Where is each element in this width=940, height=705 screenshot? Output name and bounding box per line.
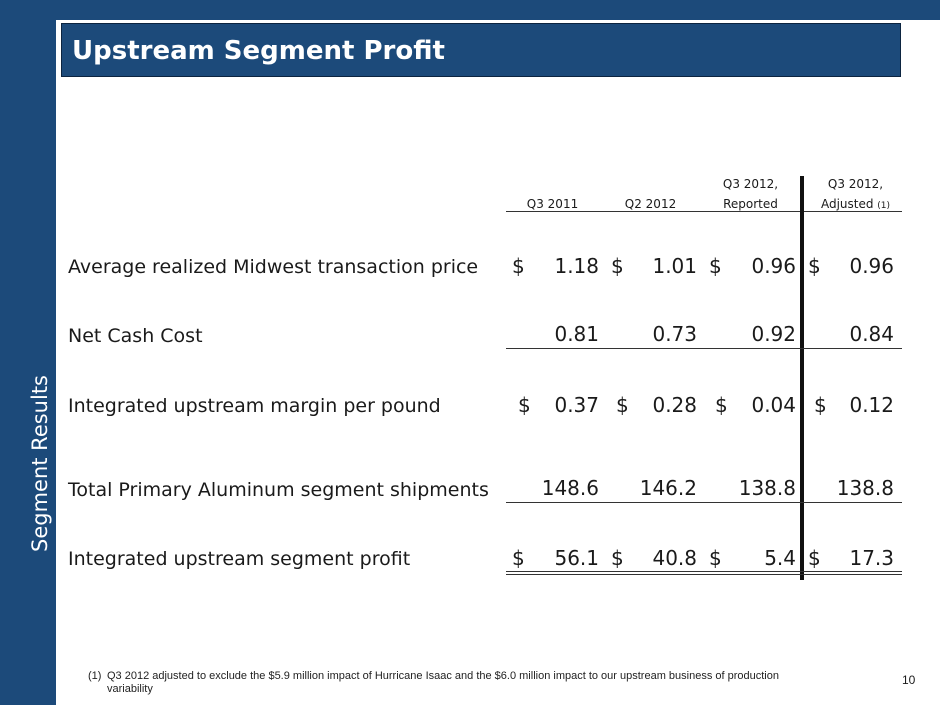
table-cell: 1.18: [554, 254, 599, 278]
column-separator-bar: [800, 176, 804, 580]
table-cell: 148.6: [541, 476, 599, 500]
row-label: Integrated upstream segment profit: [68, 548, 411, 570]
page-title: Upstream Segment Profit: [72, 36, 445, 66]
row-label: Average realized Midwest transaction pri…: [68, 256, 479, 278]
table-cell: 0.37: [554, 393, 599, 417]
col-header-line2: Q2 2012: [624, 197, 677, 211]
col-header-q2-2012: Q2 2012: [603, 174, 698, 214]
dollar-sign: $: [709, 546, 722, 570]
table-cell: 0.96: [849, 254, 894, 278]
table-cell: 0.81: [554, 322, 599, 346]
dollar-sign: $: [611, 546, 624, 570]
table-cell: 0.73: [652, 322, 697, 346]
row-label: Net Cash Cost: [68, 325, 203, 347]
col-header-line2: Adjusted (1): [808, 194, 903, 216]
row-label: Total Primary Aluminum segment shipments: [68, 479, 489, 501]
col-header-line1: Q3 2012,: [827, 177, 884, 191]
row-label: Integrated upstream margin per pound: [68, 395, 441, 417]
dollar-sign: $: [814, 393, 827, 417]
col-header-line1: [603, 174, 698, 194]
dollar-sign: $: [518, 393, 531, 417]
row-underline: [506, 348, 902, 349]
top-band: [56, 0, 940, 20]
total-double-underline-top: [506, 571, 902, 572]
col-header-line1: Q3 2012,: [722, 177, 779, 191]
dollar-sign: $: [512, 254, 525, 278]
col-header-line2-text: Adjusted: [820, 197, 874, 211]
footnote-number: (1): [88, 670, 102, 682]
title-box: Upstream Segment Profit: [61, 23, 901, 77]
table-cell: 0.04: [751, 393, 796, 417]
table-cell: 138.8: [836, 476, 894, 500]
page-number: 10: [902, 673, 916, 687]
dollar-sign: $: [715, 393, 728, 417]
col-header-q3-2012-reported: Q3 2012, Reported: [703, 174, 798, 214]
table-cell: 40.8: [652, 546, 697, 570]
dollar-sign: $: [709, 254, 722, 278]
table-cell: 0.28: [652, 393, 697, 417]
dollar-sign: $: [616, 393, 629, 417]
table-cell: 146.2: [639, 476, 697, 500]
col-header-q3-2011: Q3 2011: [505, 174, 600, 214]
dollar-sign: $: [808, 254, 821, 278]
table-cell: 0.84: [849, 322, 894, 346]
table-cell: 0.12: [849, 393, 894, 417]
header-underline: [506, 211, 902, 212]
table-cell: 0.92: [751, 322, 796, 346]
dollar-sign: $: [808, 546, 821, 570]
table-cell: 17.3: [849, 546, 894, 570]
sidebar-label: Segment Results: [28, 374, 52, 552]
dollar-sign: $: [611, 254, 624, 278]
table-cell: 138.8: [738, 476, 796, 500]
table-cell: 5.4: [764, 546, 796, 570]
sidebar: Segment Results: [0, 0, 56, 705]
dollar-sign: $: [512, 546, 525, 570]
table-cell: 1.01: [652, 254, 697, 278]
table-cell: 0.96: [751, 254, 796, 278]
col-header-q3-2012-adjusted: Q3 2012, Adjusted (1): [808, 174, 903, 216]
footnote-marker: (1): [877, 201, 891, 211]
col-header-line1: [505, 174, 600, 194]
row-underline: [506, 502, 902, 503]
total-double-underline-bottom: [506, 574, 902, 575]
footnote-text: Q3 2012 adjusted to exclude the $5.9 mil…: [107, 670, 779, 695]
col-header-line2: Reported: [723, 197, 778, 211]
table-cell: 56.1: [554, 546, 599, 570]
col-header-line2: Q3 2011: [526, 197, 579, 211]
